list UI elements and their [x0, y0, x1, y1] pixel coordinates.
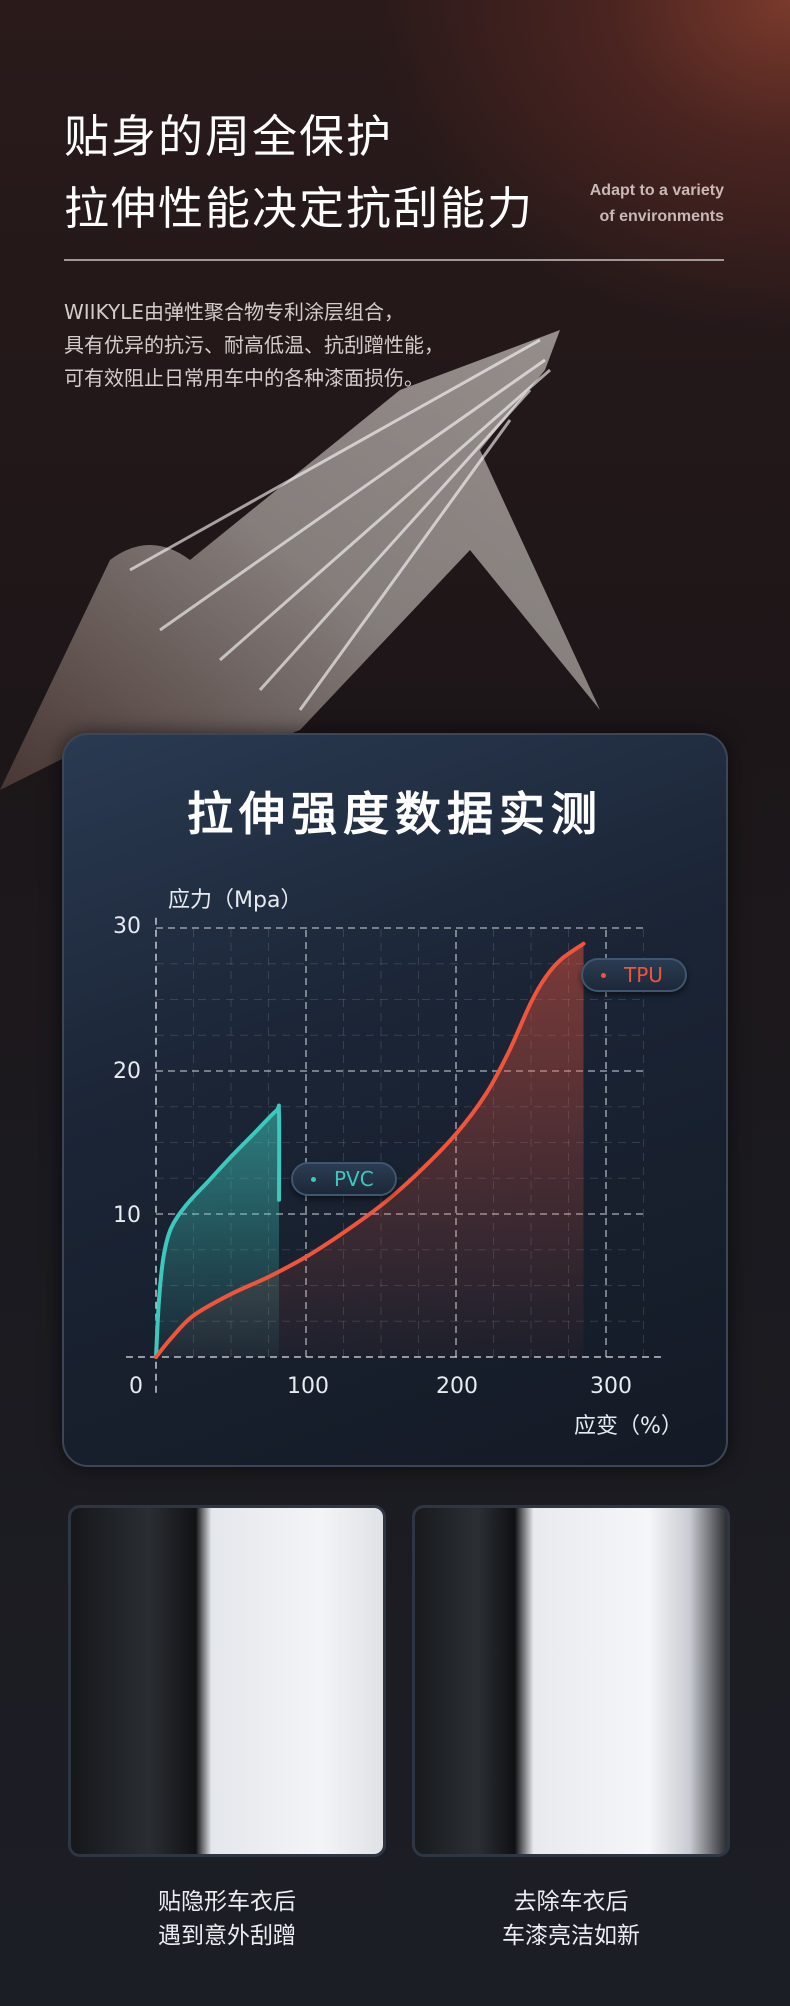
english-subtitle: Adapt to a variety of environments	[590, 178, 724, 230]
x-tick-label: 300	[590, 1374, 632, 1399]
title-line-2: 拉伸性能决定抗刮能力	[64, 182, 535, 235]
caption-line: 去除车衣后	[513, 1889, 629, 1915]
chart-title: 拉伸强度数据实测	[187, 787, 603, 841]
y-axis-label: 应力（Mpa）	[168, 888, 303, 913]
caption-line: 车漆亮洁如新	[502, 1923, 640, 1949]
series-line-tpu	[154, 941, 586, 1359]
x-tick-label: 200	[436, 1374, 478, 1399]
series-line-pvc	[154, 1103, 282, 1359]
scratched-car-photo	[68, 1505, 386, 1857]
caption-line: 贴隐形车衣后	[158, 1889, 296, 1915]
legend-label: PVC	[334, 1167, 374, 1191]
subtitle-line-1: Adapt to a variety	[589, 182, 724, 199]
title-line-1: 贴身的周全保护	[64, 110, 394, 163]
description: WIIKYLE由弹性聚合物专利涂层组合， 具有优异的抗污、耐高低温、抗刮蹭性能，…	[64, 296, 444, 395]
stretched-film-image	[0, 330, 600, 790]
description-line: WIIKYLE由弹性聚合物专利涂层组合，	[64, 300, 404, 324]
divider	[64, 259, 724, 261]
caption-line: 遇到意外刮蹭	[158, 1923, 296, 1949]
description-line: 可有效阻止日常用车中的各种漆面损伤。	[64, 366, 424, 390]
legend-pvc: PVC	[291, 1162, 397, 1196]
x-tick-label: 0	[129, 1374, 143, 1399]
legend-label: TPU	[624, 963, 663, 987]
legend-dot	[601, 972, 606, 978]
series-area-tpu	[156, 943, 584, 1357]
x-axis-label: 应变（%）	[574, 1414, 683, 1439]
photo-caption-left: 贴隐形车衣后 遇到意外刮蹭	[68, 1885, 386, 1953]
y-tick-label: 30	[113, 914, 141, 939]
legend-dot	[311, 1176, 316, 1182]
x-tick-label: 100	[287, 1374, 329, 1399]
clean-car-photo	[412, 1505, 730, 1857]
legend-tpu: TPU	[581, 958, 687, 992]
y-tick-label: 10	[113, 1203, 141, 1228]
y-tick-label: 20	[113, 1059, 141, 1084]
photo-caption-right: 去除车衣后车漆亮洁如新	[412, 1885, 730, 1953]
description-line: 具有优异的抗污、耐高低温、抗刮蹭性能，	[64, 333, 444, 357]
subtitle-line-2: of environments	[599, 208, 724, 225]
